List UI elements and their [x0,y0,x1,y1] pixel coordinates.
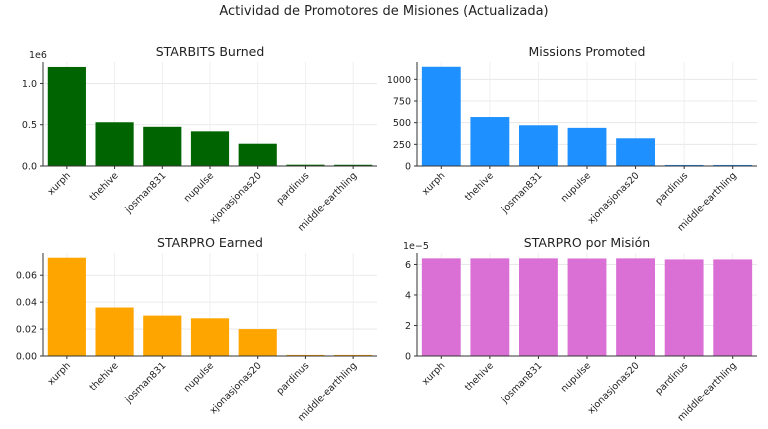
chart-title: STARPRO por Misión [524,235,650,250]
x-tick-label-nupulse: nupulse [182,170,216,204]
bar-xjonasjonas20 [238,143,277,166]
bar-josman831 [519,258,558,356]
x-tick-label-nupulse: nupulse [182,360,216,394]
chart-title: Missions Promoted [529,44,646,59]
y-tick-label: 750 [393,97,411,108]
bar-nupulse [190,131,230,166]
x-tick-label-thehive: thehive [88,170,121,203]
y-tick-label: 0.02 [16,325,37,336]
x-tick-label-nupulse: nupulse [559,170,593,204]
bar-xurph [47,257,86,356]
chart-starpro-por-misi-n: 0 2 4 6 1e−5 xurph thehive josman831 nupulsexjon… [403,235,757,424]
bar-xjonasjonas20 [616,138,655,166]
bar-josman831 [143,315,182,356]
bar-middle-earthling [334,354,373,356]
bar-nupulse [190,318,230,356]
y-tick-label: 0 [405,352,411,363]
x-tick-label-xjonasjonas20: xjonasjonas20 [586,170,642,226]
bar-josman831 [143,126,182,166]
bar-nupulse [567,127,607,166]
x-tick-label-thehive: thehive [463,170,496,203]
bar-thehive [470,117,510,166]
x-tick-label-xjonasjonas20: xjonasjonas20 [208,360,264,416]
x-tick-label-xurph: xurph [46,360,73,387]
y-offset-label: 1e−5 [403,241,429,252]
y-tick-label: 2 [405,321,411,332]
x-tick-label-xurph: xurph [46,170,73,197]
x-tick-label-pardinus: pardinus [653,170,690,207]
y-tick-label: 0.04 [16,298,37,309]
bar-xurph [421,66,461,166]
bar-xurph [47,66,86,166]
y-tick-label: 0.0 [22,162,37,173]
y-tick-label: 500 [393,118,411,129]
y-tick-label: 1.0 [22,79,37,90]
bar-pardinus [664,259,704,356]
x-tick-label-xurph: xurph [420,170,447,197]
y-tick-label: 6 [405,260,411,271]
x-tick-label-josman831: josman831 [123,360,169,406]
bar-pardinus [664,164,704,166]
y-tick-label: 0 [405,162,411,173]
bar-middle-earthling [713,164,753,166]
bar-josman831 [519,125,558,166]
x-tick-label-xurph: xurph [420,360,447,387]
x-tick-label-josman831: josman831 [499,170,545,216]
x-tick-label-xjonasjonas20: xjonasjonas20 [208,170,264,226]
bar-thehive [95,122,134,166]
x-tick-label-thehive: thehive [88,360,121,393]
bar-pardinus [286,354,325,356]
bar-middle-earthling [334,164,373,166]
y-tick-label: 4 [405,290,411,301]
y-tick-label: 0.00 [16,352,37,363]
x-tick-label-pardinus: pardinus [275,170,312,207]
bar-thehive [470,258,510,356]
y-offset-label: 1e6 [29,50,47,61]
chart-title: STARPRO Earned [157,235,263,250]
x-tick-label-pardinus: pardinus [275,360,312,397]
y-tick-label: 1000 [387,75,411,86]
y-tick-label: 250 [393,140,411,151]
y-tick-label: 0.5 [22,120,37,131]
x-tick-label-nupulse: nupulse [559,360,593,394]
bar-xjonasjonas20 [238,329,277,356]
bar-pardinus [286,164,325,166]
x-tick-label-josman831: josman831 [123,170,169,216]
y-tick-label: 0.06 [16,271,37,282]
chart-missions-promoted: 0 250 500 750 1000 xurph thehive josman831 nupul… [387,44,757,234]
x-tick-label-pardinus: pardinus [653,360,690,397]
bar-xurph [421,258,461,356]
x-tick-label-xjonasjonas20: xjonasjonas20 [586,360,642,416]
x-tick-label-josman831: josman831 [499,360,545,406]
chart-starbits-burned: 0.0 0.5 1.0 1e6 xurph thehive josman831 nupulse… [22,44,377,234]
figure-title: Actividad de Promotores de Misiones (Act… [219,4,549,19]
chart-starpro-earned: 0.00 0.02 0.04 0.06 xurph thehive josman831 nup… [16,235,377,424]
x-tick-label-thehive: thehive [463,360,496,393]
bar-thehive [95,307,134,356]
chart-title: STARBITS Burned [156,44,265,59]
bar-nupulse [567,258,607,356]
bar-xjonasjonas20 [616,258,655,356]
bar-middle-earthling [713,259,753,356]
